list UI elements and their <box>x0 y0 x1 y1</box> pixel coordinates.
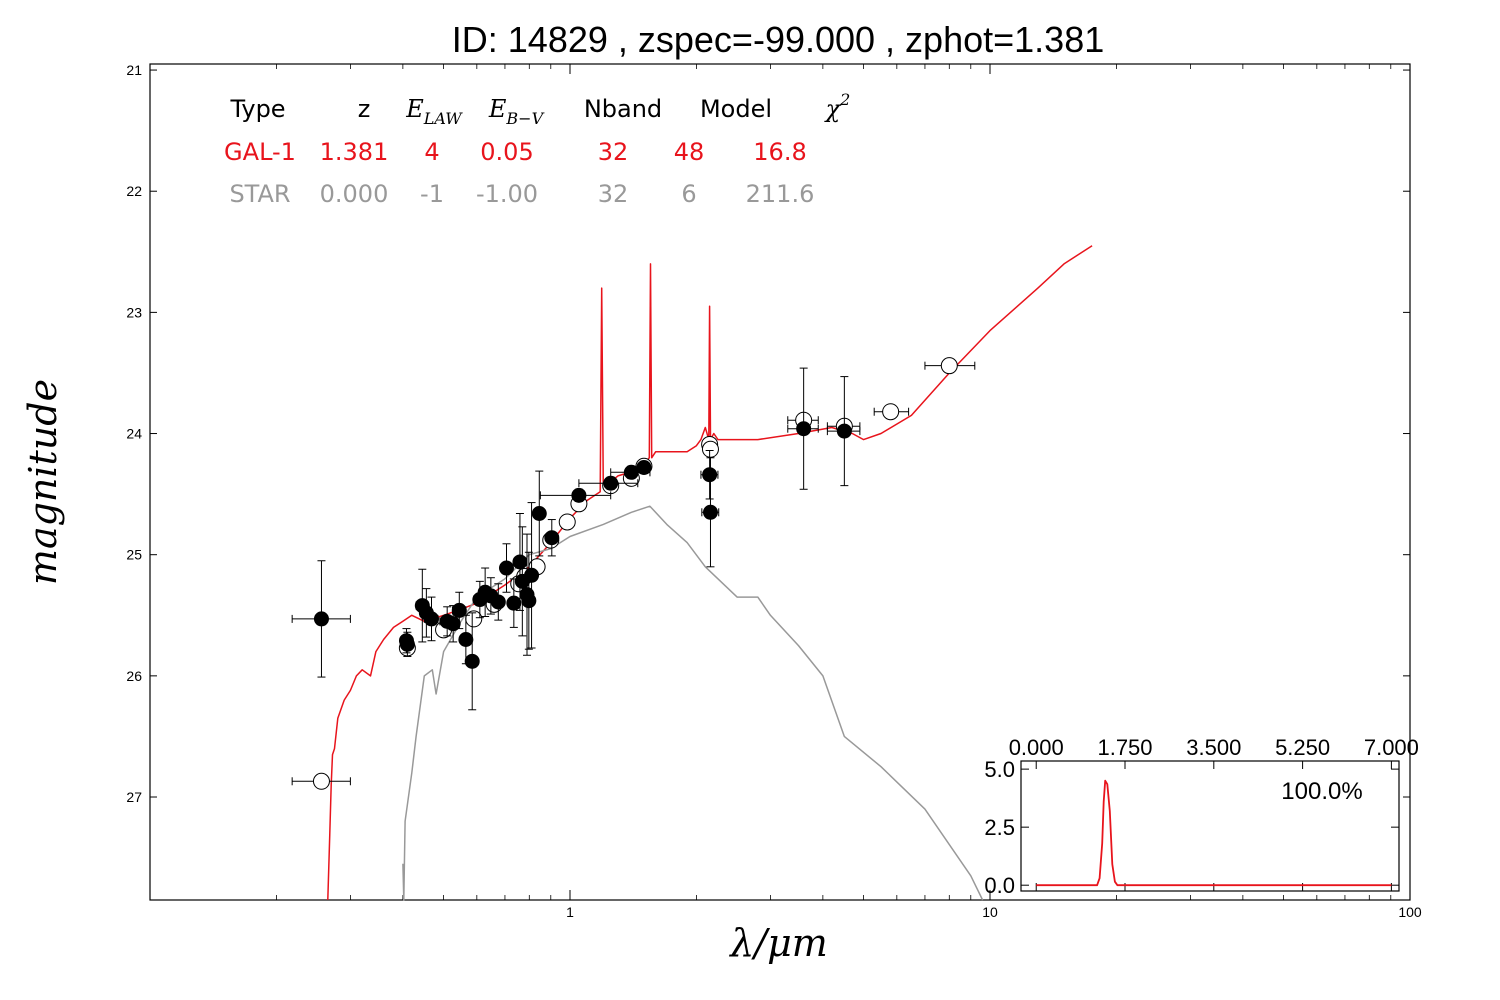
inset-x-tick-label: 5.250 <box>1275 735 1330 760</box>
observed-point <box>445 616 461 632</box>
observed-point <box>399 636 415 652</box>
inset-y-tick-label: 2.5 <box>984 815 1015 840</box>
table-row-cell: 4 <box>424 138 439 166</box>
table-row-cell: GAL-1 <box>224 138 296 166</box>
chart-title: ID: 14829 , zspec=-99.000 , zphot=1.381 <box>452 19 1104 60</box>
inset-axis-ticks: 0.000 1.750 3.500 5.250 7.000 0.0 2.5 5.0 <box>984 735 1419 898</box>
table-row-cell: 1.381 <box>320 138 389 166</box>
observed-point <box>451 602 467 618</box>
pdf-line <box>1036 779 1392 887</box>
observed-point <box>702 467 718 483</box>
table-header-cell: ELAW <box>405 95 463 128</box>
main-plot-frame <box>149 63 1411 901</box>
observed-point <box>603 475 619 491</box>
observed-point <box>424 611 440 627</box>
observed-point <box>464 653 480 669</box>
observed-point <box>702 504 718 520</box>
table-row-cell: 16.8 <box>753 138 806 166</box>
observed-point <box>623 464 639 480</box>
y-tick-label: 27 <box>126 789 142 805</box>
y-tick-label: 24 <box>126 426 142 442</box>
observed-point <box>531 506 547 522</box>
table-row-cell: 6 <box>681 180 696 208</box>
inset-frame <box>1020 760 1400 892</box>
table-row-cell: 0.05 <box>480 138 533 166</box>
table-row-cell: STAR <box>229 180 290 208</box>
x-tick-label: 100 <box>1398 904 1422 920</box>
y-tick-label: 26 <box>126 668 142 684</box>
observed-point <box>524 567 540 583</box>
table-row-cell: 211.6 <box>746 180 815 208</box>
redshift-pdf-inset: 0.000 1.750 3.500 5.250 7.000 0.0 2.5 5.0 100.0… <box>984 735 1419 898</box>
model-point <box>940 357 958 375</box>
inset-y-tick-label: 0.0 <box>984 873 1015 898</box>
table-row-cell: 0.000 <box>320 180 389 208</box>
template-lines <box>327 245 1093 901</box>
table-row-cell: -1.00 <box>476 180 538 208</box>
observed-point <box>521 593 537 609</box>
star-template-line <box>402 505 984 901</box>
observed-point <box>544 530 560 546</box>
inset-probability-annotation: 100.0% <box>1281 778 1362 805</box>
table-row-cell: 48 <box>674 138 705 166</box>
x-tick-label: 1 <box>566 904 574 920</box>
inset-x-tick-label: 7.000 <box>1364 735 1419 760</box>
observed-point <box>490 594 506 610</box>
table-header-cell: EB−V <box>488 95 545 128</box>
galaxy-template-line <box>327 245 1093 901</box>
observed-point <box>636 459 652 475</box>
y-tick-label: 21 <box>126 62 142 78</box>
table-row-cell: -1 <box>420 180 444 208</box>
inset-x-tick-label: 1.750 <box>1097 735 1152 760</box>
table-header-script: LAW <box>423 109 464 128</box>
model-point <box>701 440 719 458</box>
observed-point <box>571 487 587 503</box>
y-axis-label: magnitude <box>21 379 65 585</box>
observed-point <box>836 423 852 439</box>
y-tick-label: 23 <box>126 304 142 320</box>
observed-point <box>458 632 474 648</box>
data-points <box>291 357 976 790</box>
y-tick-label: 22 <box>126 183 142 199</box>
table-header-script: 2 <box>839 90 850 109</box>
observed-point <box>796 421 812 437</box>
observed-point <box>512 554 528 570</box>
table-row-cell: 32 <box>598 180 629 208</box>
observed-point <box>498 560 514 576</box>
y-tick-label: 25 <box>126 547 142 563</box>
fit-summary-table: Type z ELAW EB−V Nband Model χ2 GAL-1 1.381 4 0.05… <box>224 90 850 208</box>
table-header-script: B−V <box>505 109 544 128</box>
table-header-cell: Nband <box>584 95 662 123</box>
inset-pdf-line <box>1036 779 1392 887</box>
x-tick-label: 10 <box>982 904 998 920</box>
observed-point <box>313 611 329 627</box>
x-axis-label: λ/μm <box>728 921 828 965</box>
model-point <box>558 513 576 531</box>
inset-x-tick-label: 3.500 <box>1186 735 1241 760</box>
table-header-cell: χ2 <box>824 90 851 123</box>
table-row-cell: 32 <box>598 138 629 166</box>
table-header-cell: Type <box>229 95 285 123</box>
model-point <box>882 403 900 421</box>
table-header-cell: z <box>358 95 371 123</box>
table-header-cell: Model <box>700 95 772 123</box>
inset-y-tick-label: 5.0 <box>984 757 1015 782</box>
model-point <box>312 772 330 790</box>
inset-x-tick-label: 0.000 <box>1009 735 1064 760</box>
observed-point <box>506 595 522 611</box>
